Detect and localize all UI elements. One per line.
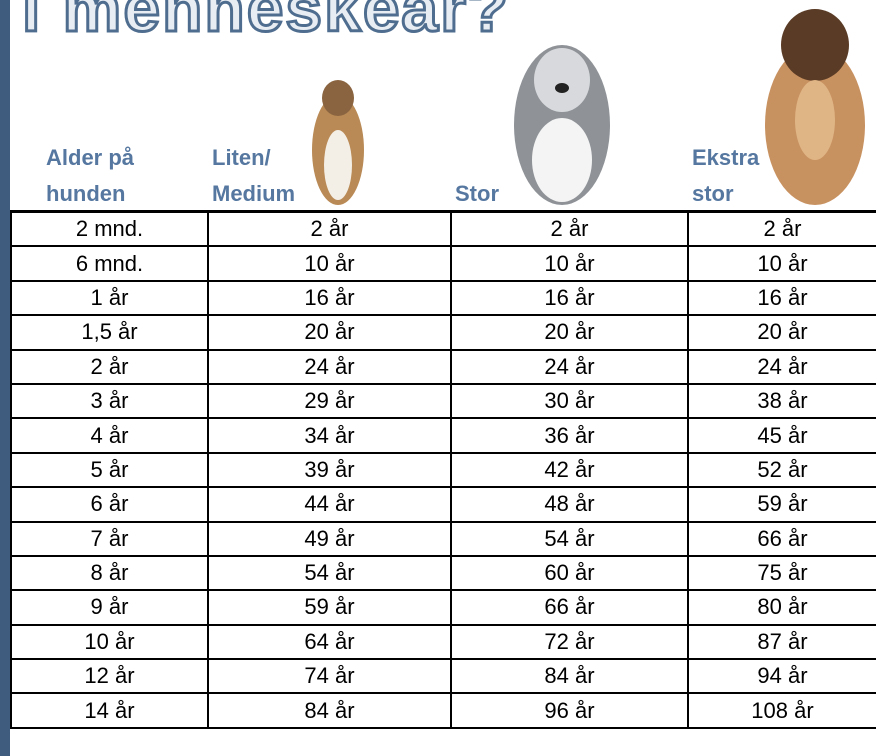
table-cell: 96 år — [451, 693, 688, 727]
table-cell: 60 år — [451, 556, 688, 590]
table-cell: 72 år — [451, 625, 688, 659]
table-cell: 24 år — [688, 350, 876, 384]
table-cell: 34 år — [208, 418, 451, 452]
table-cell: 54 år — [451, 522, 688, 556]
table-cell: 10 år — [208, 246, 451, 280]
table-cell: 10 år — [11, 625, 208, 659]
table-cell: 16 år — [451, 281, 688, 315]
table-cell: 3 år — [11, 384, 208, 418]
table-cell: 10 år — [688, 246, 876, 280]
table-cell: 84 år — [208, 693, 451, 727]
table-cell: 6 år — [11, 487, 208, 521]
table-cell: 2 år — [208, 212, 451, 247]
table-cell: 6 mnd. — [11, 246, 208, 280]
table-cell: 7 år — [11, 522, 208, 556]
table-cell: 59 år — [688, 487, 876, 521]
table-cell: 5 år — [11, 453, 208, 487]
table-cell: 10 år — [451, 246, 688, 280]
table-cell: 24 år — [451, 350, 688, 384]
table-cell: 94 år — [688, 659, 876, 693]
dog-medium — [514, 45, 610, 205]
column-header: Ekstra stor — [692, 140, 772, 212]
table-cell: 84 år — [451, 659, 688, 693]
table-cell: 29 år — [208, 384, 451, 418]
table-cell: 20 år — [451, 315, 688, 349]
table-cell: 9 år — [11, 590, 208, 624]
table-cell: 16 år — [688, 281, 876, 315]
table-cell: 2 år — [451, 212, 688, 247]
table-cell: 36 år — [451, 418, 688, 452]
table-cell: 1,5 år — [11, 315, 208, 349]
table-cell: 75 år — [688, 556, 876, 590]
table-cell: 2 mnd. — [11, 212, 208, 247]
table-cell: 24 år — [208, 350, 451, 384]
table-cell: 48 år — [451, 487, 688, 521]
table-cell: 4 år — [11, 418, 208, 452]
table-cell: 12 år — [11, 659, 208, 693]
table-cell: 20 år — [688, 315, 876, 349]
page: {"header": {"title": "i menneskeår?"}, "… — [0, 0, 876, 756]
table-cell: 64 år — [208, 625, 451, 659]
table-cell: 16 år — [208, 281, 451, 315]
column-header: Stor — [455, 176, 515, 212]
column-header: Alder på hunden — [46, 140, 166, 212]
table-cell: 2 år — [688, 212, 876, 247]
table-cell: 52 år — [688, 453, 876, 487]
table-cell: 30 år — [451, 384, 688, 418]
table-cell: 66 år — [688, 522, 876, 556]
table-cell: 1 år — [11, 281, 208, 315]
table-cell: 80 år — [688, 590, 876, 624]
table-cell: 8 år — [11, 556, 208, 590]
table-cell: 38 år — [688, 384, 876, 418]
table-cell: 66 år — [451, 590, 688, 624]
table-cell: 44 år — [208, 487, 451, 521]
column-header: Liten/ Medium — [212, 140, 312, 212]
table-cell: 54 år — [208, 556, 451, 590]
table-cell: 45 år — [688, 418, 876, 452]
table-cell: 59 år — [208, 590, 451, 624]
dog-small — [312, 80, 364, 205]
table-cell: 20 år — [208, 315, 451, 349]
table-cell: 39 år — [208, 453, 451, 487]
table-cell: 14 år — [11, 693, 208, 727]
table-cell: 108 år — [688, 693, 876, 727]
table-cell: 74 år — [208, 659, 451, 693]
dog-large — [765, 9, 865, 205]
table-cell: 49 år — [208, 522, 451, 556]
table-cell: 87 år — [688, 625, 876, 659]
table-cell: 2 år — [11, 350, 208, 384]
table-cell: 42 år — [451, 453, 688, 487]
